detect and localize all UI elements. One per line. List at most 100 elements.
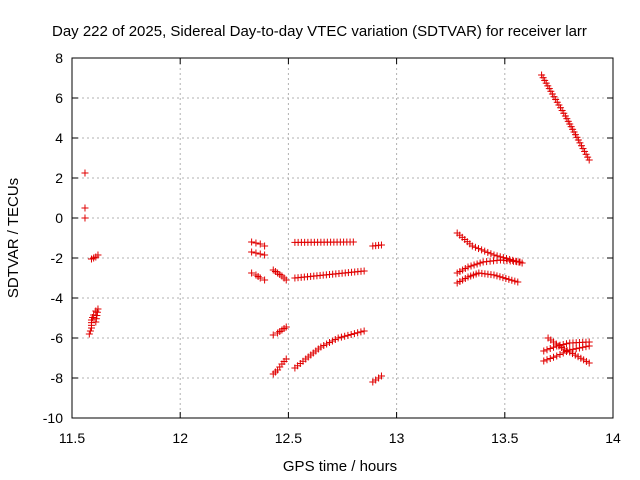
data-point-marker — [92, 318, 100, 326]
data-point-marker — [317, 343, 325, 351]
data-point-marker — [585, 156, 593, 164]
data-point-marker — [546, 345, 554, 352]
data-point-marker — [505, 275, 513, 283]
data-point-marker — [499, 274, 507, 282]
data-point-marker — [349, 238, 357, 246]
data-point-marker — [331, 336, 339, 343]
data-point-marker — [93, 308, 101, 316]
data-point-marker — [269, 331, 277, 339]
y-axis-label: SDTVAR / TECUs — [5, 178, 22, 298]
data-point-marker — [320, 342, 328, 349]
data-point-marker — [584, 153, 592, 161]
data-point-marker — [478, 246, 486, 254]
data-point-marker — [559, 349, 567, 357]
x-tick-label: 14 — [605, 430, 621, 446]
y-tick-label: -2 — [51, 250, 64, 266]
data-point-marker — [549, 353, 557, 361]
data-point-marker — [585, 342, 593, 350]
data-point-marker — [377, 241, 385, 249]
x-tick-label: 13.5 — [491, 430, 518, 446]
y-tick-label: 6 — [55, 90, 63, 106]
data-point-marker — [508, 276, 516, 284]
data-point-marker — [516, 258, 524, 266]
axis-ticks: 11.5 12 12.5 13 13.5 14 -10 -8 -6 -4 -2 0 2 4 6 8 — [43, 50, 621, 446]
data-point-marker — [94, 251, 102, 259]
data-point-marker — [481, 247, 489, 255]
data-point-marker — [252, 249, 260, 257]
data-point-marker — [341, 332, 349, 340]
data-point-marker — [344, 331, 352, 339]
data-point-marker — [468, 242, 476, 250]
data-point-marker — [493, 272, 501, 280]
data-point-marker — [475, 245, 483, 253]
data-point-marker — [323, 340, 331, 348]
data-point-marker — [577, 142, 585, 150]
data-point-marker — [496, 273, 504, 281]
data-point-marker — [464, 263, 472, 271]
data-point-marker — [553, 352, 561, 360]
data-point-marker — [470, 261, 478, 269]
data-point-marker — [546, 355, 554, 362]
data-point-marker — [282, 355, 290, 363]
data-point-marker — [248, 248, 256, 256]
x-tick-label: 12 — [172, 430, 188, 446]
data-point-marker — [248, 238, 256, 246]
data-point-marker — [579, 343, 587, 351]
data-point-marker — [85, 330, 93, 338]
data-point-marker — [579, 145, 587, 153]
data-point-marker — [572, 345, 580, 353]
data-point-marker — [334, 334, 342, 342]
data-point-marker — [540, 357, 548, 365]
x-axis-label: GPS time / hours — [283, 458, 397, 475]
x-tick-label: 13 — [389, 430, 405, 446]
data-point-marker — [81, 169, 89, 177]
data-point-marker — [487, 250, 495, 258]
grid — [72, 58, 613, 418]
data-point-marker — [261, 242, 269, 250]
data-point-marker — [490, 271, 498, 279]
data-point-marker — [256, 274, 264, 282]
data-point-marker — [261, 276, 269, 284]
y-tick-label: 2 — [55, 170, 63, 186]
data-point-marker — [574, 136, 582, 144]
x-tick-label: 11.5 — [59, 430, 85, 446]
data-point-marker — [92, 315, 100, 323]
data-point-marker — [328, 337, 336, 345]
plot-frame — [71, 57, 614, 419]
data-point-marker — [582, 343, 590, 351]
data-point-marker — [562, 340, 570, 348]
data-point-marker — [282, 276, 290, 284]
data-point-marker — [556, 351, 564, 358]
data-point-marker — [86, 327, 94, 335]
data-point-marker — [81, 204, 89, 212]
data-point-marker — [93, 312, 101, 319]
data-point-marker — [484, 248, 492, 256]
data-point-marker — [514, 278, 522, 286]
data-point-marker — [473, 260, 481, 268]
y-tick-label: 4 — [55, 130, 63, 146]
data-point-marker — [585, 359, 593, 367]
data-point-marker — [543, 356, 551, 364]
data-point-marker — [360, 327, 368, 335]
data-point-marker — [471, 243, 479, 251]
data-point-marker — [559, 341, 567, 348]
data-point-marker — [282, 323, 290, 331]
x-tick-label: 12.5 — [275, 430, 302, 446]
y-tick-label: -8 — [51, 370, 64, 386]
data-point-marker — [476, 259, 484, 267]
data-point-marker — [337, 333, 345, 341]
data-point-marker — [360, 267, 368, 275]
data-point-marker — [252, 239, 260, 247]
data-point-marker — [582, 150, 590, 158]
data-point-marker — [576, 139, 584, 147]
data-point-marker — [354, 329, 362, 337]
data-point-marker — [357, 328, 365, 336]
data-point-marker — [543, 346, 551, 354]
y-tick-label: -6 — [51, 330, 64, 346]
data-point-marker — [256, 250, 264, 258]
data-points — [81, 71, 593, 386]
data-point-marker — [575, 344, 583, 352]
y-tick-label: -4 — [51, 290, 64, 306]
